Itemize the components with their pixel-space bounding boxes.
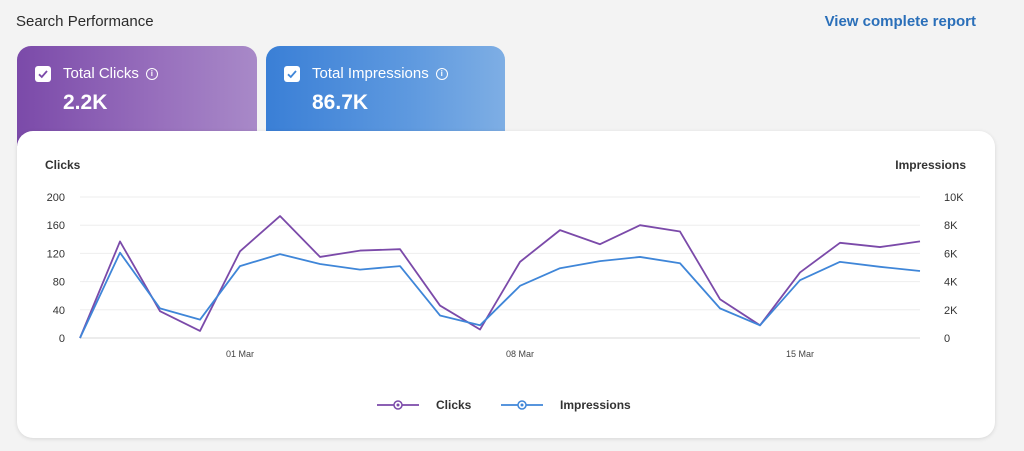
y-left-tick-label: 40 bbox=[53, 305, 65, 317]
impressions-card[interactable]: Total Impressions i 86.7K bbox=[266, 46, 505, 146]
legend-marker-dot bbox=[396, 403, 400, 407]
clicks-card-label: Total Clicks bbox=[63, 65, 139, 82]
legend-marker-dot bbox=[520, 403, 524, 407]
x-tick-label: 01 Mar bbox=[226, 349, 254, 359]
y-left-tick-label: 120 bbox=[47, 248, 65, 260]
y-right-tick-label: 6K bbox=[944, 248, 958, 260]
y-right-tick-label: 2K bbox=[944, 305, 958, 317]
x-tick-label: 08 Mar bbox=[506, 349, 534, 359]
y-left-tick-label: 80 bbox=[53, 277, 65, 289]
legend-label-clicks: Clicks bbox=[436, 398, 472, 412]
clicks-checkbox[interactable] bbox=[35, 65, 51, 82]
y-right-tick-label: 8K bbox=[944, 220, 958, 232]
y-left-tick-label: 0 bbox=[59, 333, 65, 345]
legend-label-impressions: Impressions bbox=[560, 398, 631, 412]
impressions-card-label: Total Impressions bbox=[312, 65, 429, 82]
x-tick-label: 15 Mar bbox=[786, 349, 814, 359]
info-icon[interactable]: i bbox=[145, 67, 158, 80]
performance-chart: Clicks Impressions 200 10K 160 8K 120 6K 80 4K 40 2… bbox=[45, 158, 966, 412]
y-left-axis-title: Clicks bbox=[45, 158, 81, 172]
series-line-clicks bbox=[79, 215, 921, 339]
page-title: Search Performance bbox=[16, 13, 154, 30]
series-line-impressions bbox=[79, 251, 921, 339]
view-report-link[interactable]: View complete report bbox=[824, 13, 976, 30]
check-icon bbox=[38, 69, 48, 78]
chart-card: Clicks Impressions 200 10K 160 8K 120 6K 80 4K 40 2… bbox=[17, 131, 995, 438]
check-icon bbox=[287, 69, 297, 78]
clicks-card[interactable]: Total Clicks i 2.2K bbox=[17, 46, 257, 146]
y-right-tick-label: 10K bbox=[944, 192, 964, 204]
y-right-axis-title: Impressions bbox=[895, 158, 966, 172]
y-right-tick-label: 4K bbox=[944, 277, 958, 289]
impressions-checkbox[interactable] bbox=[284, 65, 300, 82]
info-icon[interactable]: i bbox=[435, 67, 448, 80]
clicks-total-value: 2.2K bbox=[63, 91, 108, 114]
y-right-tick-label: 0 bbox=[944, 333, 950, 345]
impressions-total-value: 86.7K bbox=[312, 91, 369, 114]
y-left-tick-label: 160 bbox=[47, 220, 65, 232]
y-left-tick-label: 200 bbox=[47, 192, 65, 204]
